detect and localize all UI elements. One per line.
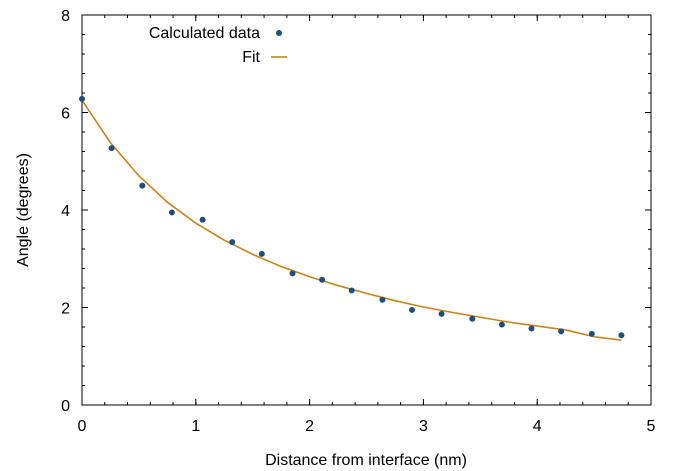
data-point [379,296,386,303]
data-point [528,325,535,332]
x-tick-label: 5 [647,418,656,435]
fit-line [81,99,622,341]
y-axis-title: Angle (degrees) [15,153,32,267]
data-point [139,182,146,189]
x-axis-title: Distance from interface (nm) [265,452,467,469]
legend-marker-calculated-data [276,30,282,36]
data-point [618,332,625,339]
x-tick-label: 4 [533,418,542,435]
data-point [588,330,595,337]
y-tick-label: 4 [61,203,70,220]
data-point [558,328,565,335]
legend-label-calculated-data: Calculated data [149,25,260,42]
x-tick-label: 3 [419,418,428,435]
data-layer [79,95,625,341]
data-point [438,310,445,317]
axes-layer: 0 1 2 3 4 5 0 2 4 6 8 [61,8,655,435]
plot-frame [81,14,652,406]
y-tick-label: 0 [61,398,70,415]
data-point [229,239,236,246]
data-point [469,315,476,322]
data-point [289,270,296,277]
data-point [79,95,85,102]
x-tick-label: 0 [78,418,87,435]
data-point [498,321,505,328]
data-point [168,209,175,216]
data-point [348,287,355,294]
data-point [108,145,115,152]
x-tick-label: 1 [191,418,200,435]
y-tick-label: 6 [61,106,70,123]
data-point [319,276,326,283]
y-tick-label: 2 [61,301,70,318]
data-point [199,216,206,223]
data-point [258,250,265,257]
data-point [409,306,416,313]
legend: Calculated data Fit [149,25,287,66]
legend-label-fit: Fit [242,49,260,66]
y-tick-label: 8 [61,8,70,25]
x-tick-label: 2 [305,418,314,435]
